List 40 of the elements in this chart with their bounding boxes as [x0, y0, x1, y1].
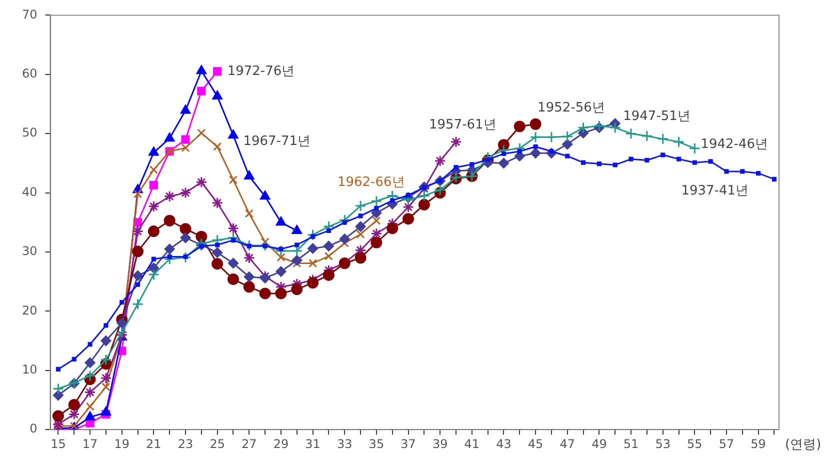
x-tick-label: 37 — [400, 436, 416, 451]
y-tick-label: 40 — [22, 184, 38, 199]
text: 1962-66년 — [337, 175, 405, 190]
x-tick-label: 51 — [623, 436, 639, 451]
x-tick-label: 23 — [178, 436, 194, 451]
series-label: 1952-56년 — [538, 100, 605, 116]
x-tick-label: 49 — [592, 436, 607, 451]
y-tick-label: 0 — [30, 422, 38, 436]
series-label: 1957-61년 — [429, 117, 496, 132]
x-axis-title: (연령) — [785, 437, 822, 452]
x-tick-label: 15 — [50, 436, 66, 451]
x-tick-label: 21 — [146, 436, 162, 451]
x-tick-label: 47 — [560, 436, 576, 451]
y-tick-label: 60 — [22, 66, 38, 81]
x-tick-label: 19 — [114, 436, 130, 451]
x-tick-label: 31 — [305, 436, 320, 451]
x-tick-label: 29 — [273, 436, 289, 451]
series-label: 1937-41년 — [681, 184, 749, 199]
y-tick-label: 20 — [22, 303, 38, 318]
y-tick-label: 30 — [22, 244, 38, 258]
x-tick-label: 17 — [82, 436, 98, 451]
x-tick-label: 45 — [528, 436, 544, 451]
series-label: 1942-46년 — [700, 136, 768, 152]
x-tick-label: 25 — [210, 436, 225, 451]
x-tick-label: 35 — [368, 436, 384, 451]
series-label: 1967-71년 — [243, 134, 311, 149]
x-tick-label: 39 — [432, 436, 448, 451]
x-tick-label: 57 — [718, 436, 734, 451]
x-tick-label: 33 — [336, 436, 352, 451]
y-tick-label: 70 — [22, 7, 38, 22]
x-tick-label: 41 — [464, 436, 480, 451]
series-label: 1947-51년 — [623, 108, 690, 124]
x-tick-label: 53 — [655, 436, 670, 451]
x-tick-label: 55 — [687, 436, 702, 451]
x-tick-label: 27 — [242, 436, 257, 451]
y-tick-label: 10 — [22, 362, 38, 377]
x-tick-label: 59 — [750, 436, 766, 451]
y-tick-label: 50 — [22, 126, 38, 140]
x-tick-label: 43 — [496, 436, 512, 451]
series-label: 1972-76년 — [227, 64, 295, 79]
